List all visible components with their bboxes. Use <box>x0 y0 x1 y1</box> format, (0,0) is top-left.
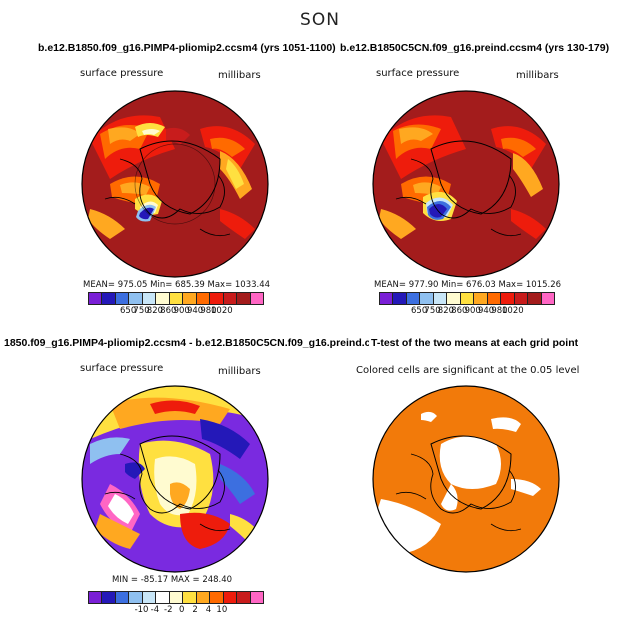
page-title: SON <box>300 10 340 30</box>
panel2-field-label: surface pressure <box>376 68 460 79</box>
colorbar-tick-label: 940 <box>477 306 495 316</box>
colorbar-swatch <box>487 293 502 304</box>
panel1-units-label: millibars <box>218 70 261 81</box>
colorbar-tick-label: -4 <box>150 605 160 615</box>
colorbar-swatch <box>210 293 224 304</box>
panel3-title: 1850.f09_g16.PIMP4-pliomip2.ccsm4 - b.e1… <box>4 337 398 349</box>
colorbar-tick-label: 650 <box>120 306 137 316</box>
colorbar-tick-label: 980 <box>491 306 508 316</box>
colorbar-swatch <box>460 293 475 304</box>
colorbar-tick-label: 820 <box>146 306 164 316</box>
panel4-title: T-test of the two means at each grid poi… <box>369 337 579 349</box>
colorbar-swatch <box>210 592 224 603</box>
panel2-stats: MEAN= 977.90 Min= 676.03 Max= 1015.26 <box>374 280 562 290</box>
colorbar-swatch <box>183 592 197 603</box>
panel3-stats: MIN = -85.17 MAX = 248.40 <box>112 575 233 585</box>
colorbar-swatch <box>129 293 143 304</box>
colorbar-swatch <box>183 293 197 304</box>
colorbar-swatch <box>433 293 448 304</box>
panel4-map <box>372 385 560 573</box>
colorbar-tick-label: 900 <box>173 306 190 316</box>
panel1-stats: MEAN= 975.05 Min= 685.39 Max= 1033.44 <box>83 280 271 290</box>
colorbar-swatch <box>420 293 434 304</box>
colorbar-swatch <box>223 293 238 304</box>
panel2-colorbar <box>379 292 555 305</box>
colorbar-tick-label: 820 <box>437 306 455 316</box>
panel3-units-label: millibars <box>218 366 261 377</box>
panel3-colorbar <box>88 591 264 604</box>
colorbar-swatch <box>541 293 555 304</box>
colorbar-tick-label: 10 <box>216 605 228 615</box>
colorbar-swatch <box>514 293 529 304</box>
colorbar-swatch <box>528 293 542 304</box>
colorbar-swatch <box>380 293 394 304</box>
colorbar-tick-label: 2 <box>192 605 198 615</box>
colorbar-swatch <box>142 293 157 304</box>
colorbar-swatch <box>447 293 461 304</box>
colorbar-tick-label: -10 <box>134 605 149 615</box>
colorbar-swatch <box>501 293 515 304</box>
colorbar-tick-label: 900 <box>464 306 481 316</box>
colorbar-swatch <box>102 592 116 603</box>
colorbar-tick-label: 750 <box>133 306 150 316</box>
panel2-map <box>372 90 560 278</box>
colorbar-tick-label: -2 <box>164 605 173 615</box>
colorbar-tick-label: 860 <box>160 306 177 316</box>
panel1-field-label: surface pressure <box>80 68 164 79</box>
colorbar-swatch <box>250 293 264 304</box>
colorbar-tick-label: 750 <box>424 306 441 316</box>
colorbar-swatch <box>250 592 264 603</box>
colorbar-swatch <box>196 293 211 304</box>
panel2-units-label: millibars <box>516 70 559 81</box>
colorbar-tick-label: 860 <box>451 306 468 316</box>
colorbar-swatch <box>237 592 251 603</box>
colorbar-tick-label: 4 <box>205 605 212 615</box>
panel2-title: b.e12.B1850C5CN.f09_g16.preind.ccsm4 (yr… <box>340 42 610 54</box>
colorbar-swatch <box>89 592 103 603</box>
colorbar-tick-label: 0 <box>178 605 185 615</box>
colorbar-swatch <box>89 293 103 304</box>
colorbar-swatch <box>237 293 251 304</box>
colorbar-tick-label: 650 <box>411 306 428 316</box>
colorbar-tick-label: 980 <box>200 306 217 316</box>
colorbar-swatch <box>129 592 143 603</box>
colorbar-swatch <box>169 293 184 304</box>
colorbar-tick-label: 1020 <box>211 306 233 316</box>
colorbar-swatch <box>169 592 184 603</box>
colorbar-swatch <box>223 592 238 603</box>
colorbar-swatch <box>474 293 488 304</box>
panel1-map <box>81 90 269 278</box>
panel1-colorbar <box>88 292 264 305</box>
colorbar-swatch <box>406 293 421 304</box>
colorbar-swatch <box>115 293 130 304</box>
panel1-title: b.e12.B1850.f09_g16.PIMP4-pliomip2.ccsm4… <box>38 42 336 54</box>
colorbar-tick-label: 1020 <box>502 306 524 316</box>
panel3-field-label: surface pressure <box>80 363 164 374</box>
colorbar-swatch <box>156 293 170 304</box>
colorbar-swatch <box>115 592 130 603</box>
colorbar-swatch <box>102 293 116 304</box>
panel3-map <box>81 385 269 573</box>
colorbar-swatch <box>196 592 211 603</box>
colorbar-swatch <box>142 592 157 603</box>
colorbar-swatch <box>393 293 407 304</box>
panel4-caption: Colored cells are significant at the 0.0… <box>356 365 580 376</box>
colorbar-tick-label: 940 <box>186 306 204 316</box>
colorbar-swatch <box>156 592 170 603</box>
